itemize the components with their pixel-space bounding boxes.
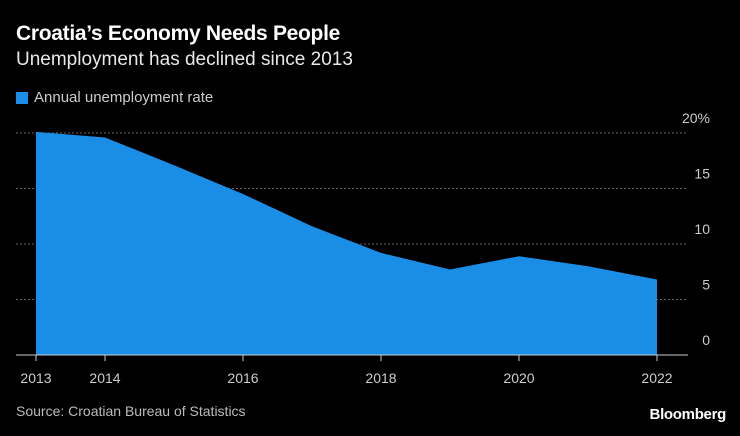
y-tick-label: 20% xyxy=(682,110,710,126)
x-tick-label: 2020 xyxy=(503,370,534,386)
x-tick-label: 2018 xyxy=(365,370,396,386)
bloomberg-logo: Bloomberg xyxy=(649,406,727,423)
y-tick-label: 15 xyxy=(694,166,710,182)
chart-title: Croatia’s Economy Needs People xyxy=(16,22,340,45)
x-tick-label: 2014 xyxy=(89,370,120,386)
legend: Annual unemployment rate xyxy=(16,89,213,106)
y-tick-label: 5 xyxy=(702,277,710,293)
y-tick-label: 0 xyxy=(702,332,710,348)
series-area xyxy=(36,131,657,355)
legend-swatch xyxy=(16,91,28,104)
x-tick-label: 2016 xyxy=(227,370,258,386)
source-note: Source: Croatian Bureau of Statistics xyxy=(16,403,246,419)
x-tick-label: 2013 xyxy=(20,370,51,386)
legend-label: Annual unemployment rate xyxy=(34,89,214,106)
chart-subtitle: Unemployment has declined since 2013 xyxy=(16,49,353,70)
y-tick-label: 10 xyxy=(694,221,710,237)
x-tick-label: 2022 xyxy=(641,370,672,386)
